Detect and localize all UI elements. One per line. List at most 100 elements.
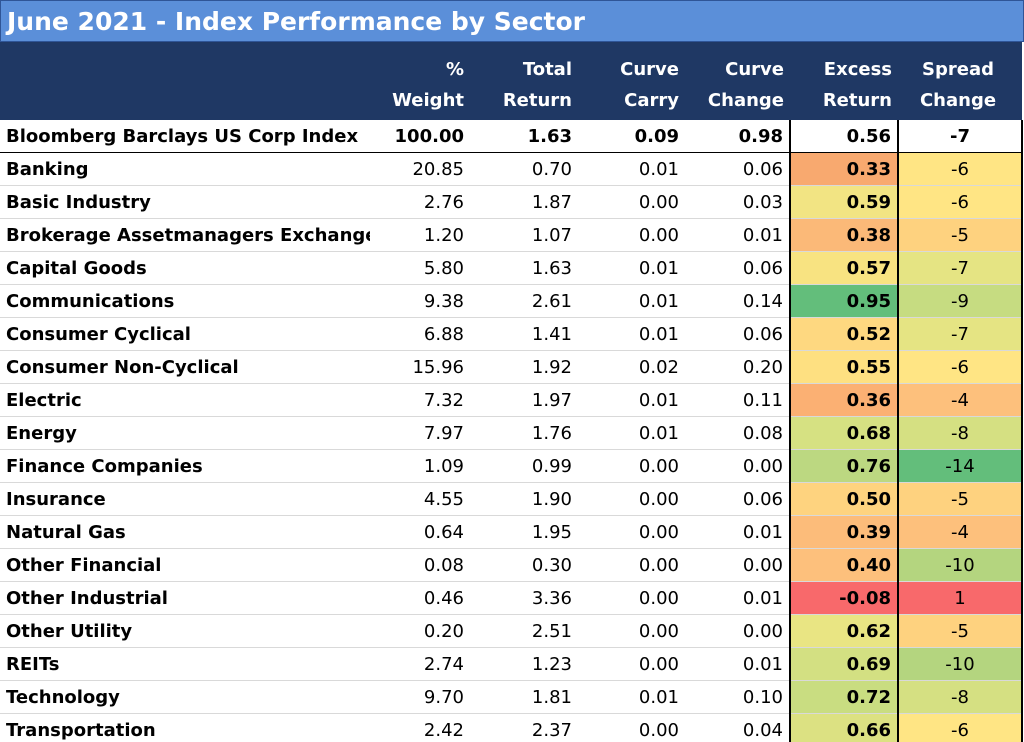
cell: -10 xyxy=(897,647,1023,681)
cell: -5 xyxy=(897,482,1023,516)
cell: 0.01 xyxy=(578,284,685,318)
column-header: Spread Change xyxy=(898,42,1022,120)
cell: 0.00 xyxy=(578,647,685,681)
column-header: % Weight xyxy=(370,42,470,120)
column-header xyxy=(0,42,370,120)
cell: -14 xyxy=(897,449,1023,483)
cell: 0.20 xyxy=(370,614,470,648)
sector-row: Other Industrial 0.46 3.36 0.00 0.01 -0.08 1 xyxy=(0,581,1023,615)
sector-name: Finance Companies xyxy=(0,449,370,483)
cell: 0.20 xyxy=(685,350,790,384)
cell: 1.41 xyxy=(470,317,578,351)
column-header: Excess Return xyxy=(790,42,898,120)
cell: 0.68 xyxy=(789,416,898,450)
cell: 0.09 xyxy=(578,120,685,153)
cell: 0.00 xyxy=(578,482,685,516)
cell: -6 xyxy=(897,713,1023,742)
cell: 1.92 xyxy=(470,350,578,384)
cell: 0.01 xyxy=(578,383,685,417)
cell: 0.39 xyxy=(789,515,898,549)
cell: 0.33 xyxy=(789,152,898,186)
cell: 0.98 xyxy=(685,120,790,153)
cell: -5 xyxy=(897,614,1023,648)
cell: 0.57 xyxy=(789,251,898,285)
cell: 0.59 xyxy=(789,185,898,219)
cell: 1.97 xyxy=(470,383,578,417)
sector-row: Natural Gas 0.64 1.95 0.00 0.01 0.39 -4 xyxy=(0,515,1023,549)
sector-name: Technology xyxy=(0,680,370,714)
cell: 0.46 xyxy=(370,581,470,615)
cell: 0.06 xyxy=(685,482,790,516)
cell: 0.00 xyxy=(578,713,685,742)
sector-row: Basic Industry 2.76 1.87 0.00 0.03 0.59 -6 xyxy=(0,185,1023,219)
cell: -8 xyxy=(897,680,1023,714)
cell: 9.38 xyxy=(370,284,470,318)
cell: -7 xyxy=(897,317,1023,351)
cell: -7 xyxy=(897,120,1023,153)
cell: -6 xyxy=(897,350,1023,384)
cell: 2.51 xyxy=(470,614,578,648)
sector-row: Consumer Non-Cyclical 15.96 1.92 0.02 0.20 0.… xyxy=(0,350,1023,384)
sector-name: Basic Industry xyxy=(0,185,370,219)
sector-name: Other Financial xyxy=(0,548,370,582)
cell: 20.85 xyxy=(370,152,470,186)
cell: -6 xyxy=(897,185,1023,219)
cell: 0.38 xyxy=(789,218,898,252)
cell: 0.70 xyxy=(470,152,578,186)
cell: 0.00 xyxy=(578,218,685,252)
cell: 0.52 xyxy=(789,317,898,351)
cell: 1.20 xyxy=(370,218,470,252)
cell: 0.04 xyxy=(685,713,790,742)
cell: 0.10 xyxy=(685,680,790,714)
cell: 0.01 xyxy=(578,152,685,186)
cell: 0.76 xyxy=(789,449,898,483)
cell: 0.69 xyxy=(789,647,898,681)
cell: 0.08 xyxy=(370,548,470,582)
cell: 2.61 xyxy=(470,284,578,318)
header-row: % Weight Total Return Curve Carry Curve Cha… xyxy=(0,42,1022,120)
cell: 0.01 xyxy=(578,416,685,450)
sector-row: Banking 20.85 0.70 0.01 0.06 0.33 -6 xyxy=(0,152,1023,186)
cell: 0.95 xyxy=(789,284,898,318)
cell: 1.76 xyxy=(470,416,578,450)
cell: 3.36 xyxy=(470,581,578,615)
cell: 0.01 xyxy=(685,581,790,615)
cell: 0.36 xyxy=(789,383,898,417)
cell: -5 xyxy=(897,218,1023,252)
cell: 0.00 xyxy=(578,548,685,582)
sector-row: Consumer Cyclical 6.88 1.41 0.01 0.06 0.52 -7 xyxy=(0,317,1023,351)
cell: 0.00 xyxy=(578,581,685,615)
cell: 7.97 xyxy=(370,416,470,450)
cell: 5.80 xyxy=(370,251,470,285)
cell: 1.63 xyxy=(470,120,578,153)
cell: 0.40 xyxy=(789,548,898,582)
sector-name: Banking xyxy=(0,152,370,186)
sector-name: Consumer Cyclical xyxy=(0,317,370,351)
cell: 0.56 xyxy=(789,120,898,153)
cell: 0.00 xyxy=(578,449,685,483)
cell: 0.55 xyxy=(789,350,898,384)
cell: 2.76 xyxy=(370,185,470,219)
cell: -4 xyxy=(897,383,1023,417)
cell: 0.00 xyxy=(685,449,790,483)
cell: 1.09 xyxy=(370,449,470,483)
sector-name: Energy xyxy=(0,416,370,450)
sector-name: Transportation xyxy=(0,713,370,742)
cell: -8 xyxy=(897,416,1023,450)
cell: 0.01 xyxy=(685,218,790,252)
index-row: Bloomberg Barclays US Corp Index 100.00 1.… xyxy=(0,120,1023,153)
cell: 0.06 xyxy=(685,317,790,351)
cell: 0.01 xyxy=(685,515,790,549)
sector-name: Natural Gas xyxy=(0,515,370,549)
cell: 0.62 xyxy=(789,614,898,648)
cell: 0.64 xyxy=(370,515,470,549)
sector-row: Finance Companies 1.09 0.99 0.00 0.00 0.76 -14 xyxy=(0,449,1023,483)
cell: -0.08 xyxy=(789,581,898,615)
sector-row: Communications 9.38 2.61 0.01 0.14 0.95 -9 xyxy=(0,284,1023,318)
cell: 0.66 xyxy=(789,713,898,742)
cell: 1.07 xyxy=(470,218,578,252)
title: June 2021 - Index Performance by Sector xyxy=(0,0,1024,42)
sector-name: Consumer Non-Cyclical xyxy=(0,350,370,384)
sector-row: Capital Goods 5.80 1.63 0.01 0.06 0.57 -7 xyxy=(0,251,1023,285)
